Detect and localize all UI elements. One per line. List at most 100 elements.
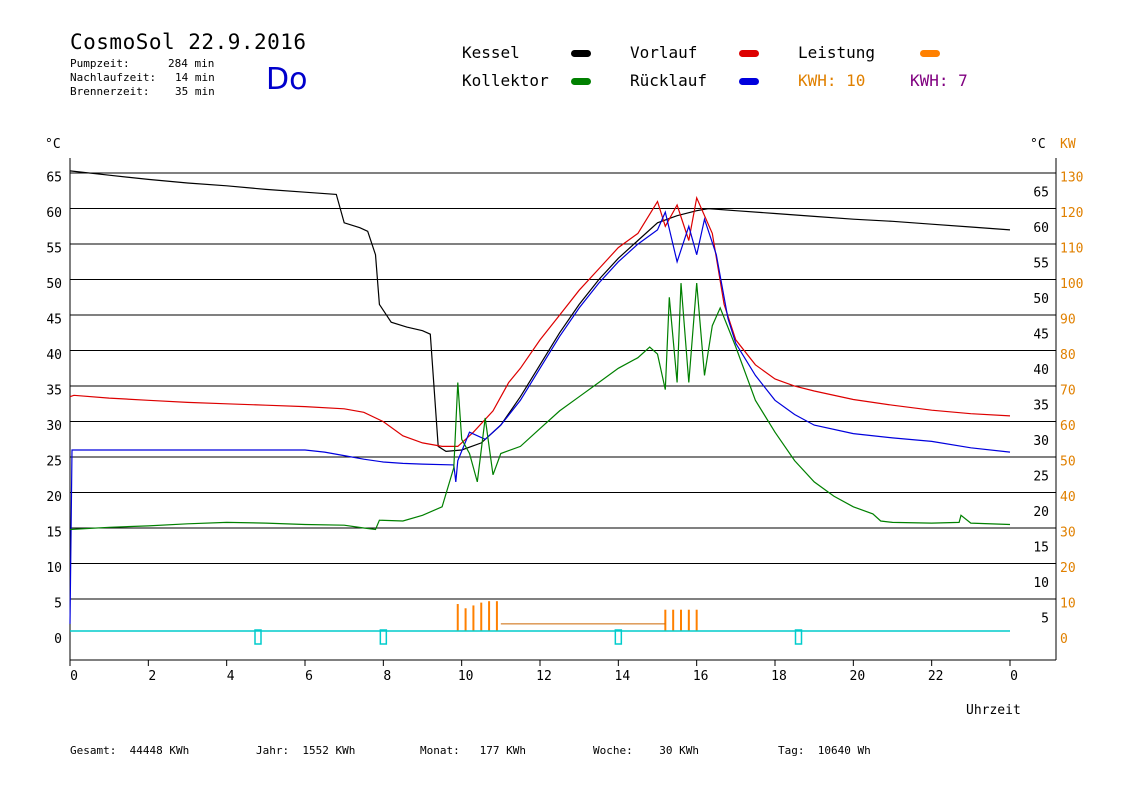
series-line-rücklauf: [69, 210, 1011, 624]
brennerzeit-label: Brennerzeit:: [70, 85, 150, 98]
y-tick-kw: 130: [1060, 171, 1083, 186]
y-tick-kw: 70: [1060, 384, 1076, 399]
footer-jahr: Jahr: 1552 KWh: [256, 744, 356, 757]
footer-gesamt: Gesamt: 44448 KWh: [70, 744, 190, 757]
y-tick-left: 60: [46, 206, 62, 221]
y-tick-kw: 30: [1060, 526, 1076, 541]
cyan-marker: [254, 629, 262, 645]
y-tick-kw: 40: [1060, 490, 1076, 505]
y-tick-left: 50: [46, 277, 62, 292]
cyan-marker: [614, 629, 623, 645]
x-tick-label: 0: [70, 669, 78, 684]
y-tick-right: 25: [1033, 470, 1049, 485]
footer-monat: Monat: 177 KWh: [420, 744, 526, 757]
y-tick-kw: 100: [1060, 277, 1083, 292]
y-axis-label-right-c: °C: [1030, 137, 1046, 152]
pumpzeit-value: 284 min: [168, 57, 215, 70]
y-tick-kw: 90: [1060, 313, 1076, 328]
x-tick-label: 8: [383, 669, 391, 684]
x-tick-label: 0: [1010, 669, 1018, 684]
footer-tag: Tag: 10640 Wh: [778, 744, 871, 757]
y-tick-right: 40: [1033, 363, 1049, 378]
y-tick-kw: 20: [1060, 561, 1076, 576]
y-tick-right: 30: [1033, 434, 1049, 449]
y-tick-left: 65: [46, 171, 62, 186]
x-tick-label: 6: [305, 669, 313, 684]
y-tick-kw: 10: [1060, 597, 1076, 612]
cyan-marker: [379, 629, 388, 645]
x-tick-label: 2: [148, 669, 156, 684]
legend-leistung-swatch: [920, 50, 940, 57]
y-tick-left: 45: [46, 313, 62, 328]
y-tick-left: 15: [46, 526, 62, 541]
y-tick-left: 35: [46, 384, 62, 399]
chart-title: CosmoSol 22.9.2016: [70, 30, 307, 54]
y-tick-left: 20: [46, 490, 62, 505]
y-tick-right: 10: [1033, 576, 1049, 591]
legend-ruecklauf-swatch: [739, 78, 759, 85]
y-ticks-kw: 0 10 20 30 40 50 60 70 80 90 100 110 120 130: [1060, 171, 1083, 648]
legend-leistung-label: Leistung: [798, 43, 876, 62]
x-tick-label: 4: [227, 669, 235, 684]
y-tick-left: 30: [46, 419, 62, 434]
y-ticks-left: 0 5 10 15 20 25 30 35 40 45 50 55 60 65: [46, 171, 62, 648]
y-tick-right: 15: [1033, 541, 1049, 556]
y-tick-right: 50: [1033, 292, 1049, 307]
y-tick-right: 55: [1033, 257, 1049, 272]
legend-kessel-swatch: [571, 50, 591, 57]
series-line-kessel: [69, 170, 1011, 453]
x-tick-label: 14: [615, 669, 631, 684]
y-tick-left: 5: [54, 597, 62, 612]
y-tick-right: 5: [1041, 612, 1049, 627]
legend-ruecklauf-label: Rücklauf: [630, 71, 708, 90]
x-tick-label: 16: [693, 669, 709, 684]
pumpzeit-label: Pumpzeit:: [70, 57, 130, 70]
y-axis-label-right-kw: KW: [1060, 137, 1076, 152]
y-tick-right: 20: [1033, 505, 1049, 520]
y-ticks-right: 5 10 15 20 25 30 35 40 45 50 55 60 65: [1033, 186, 1049, 627]
y-tick-right: 45: [1033, 328, 1049, 343]
series-line-vorlauf: [69, 195, 1011, 447]
y-tick-kw: 0: [1060, 632, 1068, 647]
legend-kollektor-label: Kollektor: [462, 71, 549, 90]
y-axis-label-left: °C: [45, 137, 61, 152]
y-tick-left: 55: [46, 242, 62, 257]
y-tick-left: 40: [46, 348, 62, 363]
series-line-kollektor: [69, 283, 1011, 531]
y-tick-right: 65: [1033, 186, 1049, 201]
y-tick-kw: 50: [1060, 455, 1076, 470]
y-tick-kw: 60: [1060, 419, 1076, 434]
x-tick-label: 12: [536, 669, 552, 684]
y-tick-kw: 120: [1060, 206, 1083, 221]
x-tick-label: 20: [850, 669, 866, 684]
x-ticks: 0 2 4 6 8 10 12 14 16 18 20 22 0: [69, 660, 1018, 684]
y-tick-right: 60: [1033, 221, 1049, 236]
y-tick-left: 25: [46, 455, 62, 470]
cyan-markers: [70, 629, 1010, 645]
x-tick-label: 18: [771, 669, 787, 684]
brennerzeit-value: 35 min: [175, 85, 215, 98]
y-tick-left: 0: [54, 632, 62, 647]
y-tick-right: 35: [1033, 399, 1049, 414]
legend-kwh-2: KWH: 7: [910, 71, 968, 90]
legend-vorlauf-label: Vorlauf: [630, 43, 698, 62]
footer-woche: Woche: 30 KWh: [593, 744, 699, 757]
cyan-marker: [794, 629, 803, 645]
power-bars: [456, 601, 698, 631]
legend-kwh-1: KWH: 10: [798, 71, 866, 90]
series-lines: [69, 170, 1011, 624]
x-tick-label: 22: [928, 669, 944, 684]
nachlaufzeit-value: 14 min: [175, 71, 215, 84]
legend-kollektor-swatch: [571, 78, 591, 85]
y-tick-left: 10: [46, 561, 62, 576]
x-tick-label: 10: [458, 669, 474, 684]
y-tick-kw: 110: [1060, 242, 1083, 257]
legend-kessel-label: Kessel: [462, 43, 520, 62]
weekday-label: Do: [266, 62, 308, 97]
legend-vorlauf-swatch: [739, 50, 759, 57]
y-tick-kw: 80: [1060, 348, 1076, 363]
grid-lines: [70, 172, 1056, 600]
nachlaufzeit-label: Nachlaufzeit:: [70, 71, 157, 84]
x-axis-label: Uhrzeit: [966, 703, 1021, 718]
